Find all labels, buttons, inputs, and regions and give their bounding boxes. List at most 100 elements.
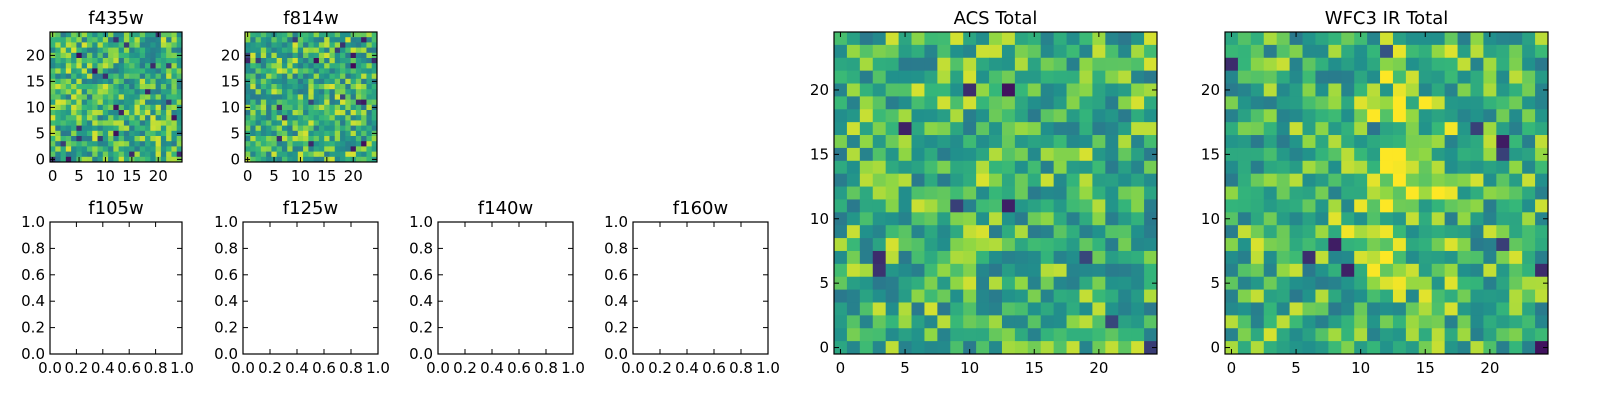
f814w-cell (250, 37, 256, 43)
f435w-cell (176, 99, 183, 106)
wfc3-ir-total-cell (1289, 341, 1303, 355)
f814w-cell (276, 99, 283, 106)
acs-total-cell (989, 276, 1003, 290)
f435w-cell (97, 47, 104, 54)
f814w-cell (297, 120, 304, 126)
acs-total-cell (898, 173, 912, 187)
acs-total-cell (834, 44, 848, 59)
acs-total-cell (989, 186, 1003, 200)
acs-total-cell (1014, 109, 1029, 123)
f435w-cell (102, 141, 109, 147)
wfc3-ir-total-cell (1457, 32, 1471, 46)
f814w-cell (287, 47, 293, 54)
f814w-cell (334, 63, 341, 69)
f435w-cell (55, 115, 61, 121)
f814w-cell (361, 94, 367, 100)
wfc3-ir-total-cell (1522, 250, 1536, 265)
f105w-ytick-label: 1.0 (21, 213, 45, 231)
f435w-cell (102, 110, 109, 116)
f435w-cell (160, 99, 167, 106)
acs-total-cell (963, 109, 977, 123)
f435w-cell (81, 52, 88, 59)
f814w-cell (260, 104, 267, 111)
acs-total-cell (1027, 70, 1042, 84)
f814w-cell (318, 47, 325, 54)
wfc3-ir-total-cell (1418, 250, 1433, 265)
f435w-cell (60, 146, 67, 152)
f435w-cell (129, 110, 135, 116)
acs-total-cell (1118, 263, 1132, 278)
wfc3-ir-total-cell (1276, 276, 1290, 290)
wfc3-ir-total-cell (1483, 302, 1497, 316)
acs-total-cell (989, 263, 1003, 278)
acs-total-cell (1027, 173, 1042, 187)
f814w-cell (297, 136, 304, 142)
acs-total-cell (1144, 70, 1158, 84)
f814w-cell (361, 73, 367, 80)
wfc3-ir-total-cell (1276, 160, 1290, 175)
f435w-cell (71, 151, 77, 158)
f814w-cell (324, 115, 330, 121)
f814w-cell (350, 89, 357, 95)
f814w-cell (313, 42, 320, 48)
wfc3-ir-total-cell (1431, 135, 1446, 149)
f814w-cell (329, 115, 336, 121)
acs-total-cell (976, 328, 990, 342)
acs-total-cell (1053, 186, 1067, 200)
f814w-cell (324, 136, 330, 142)
acs-total-cell (989, 147, 1003, 162)
wfc3-ir-total-cell (1289, 263, 1303, 278)
wfc3-ir-total-cell (1405, 44, 1420, 59)
f435w-cell (145, 146, 151, 152)
acs-total-cell (1053, 135, 1067, 149)
f435w-cell (71, 120, 77, 126)
f814w-cell (303, 94, 309, 100)
acs-total-cell (1040, 199, 1055, 213)
acs-total-cell (1118, 147, 1132, 162)
wfc3-ir-total-cell (1405, 315, 1420, 329)
f435w-cell (113, 58, 120, 64)
f435w-cell (129, 99, 135, 106)
f814w-cell (334, 32, 341, 38)
f814w-cell (250, 110, 256, 116)
f814w-cell (303, 68, 309, 74)
f814w-cell (250, 136, 256, 142)
f814w-cell (255, 63, 262, 69)
acs-total-cell (1092, 32, 1106, 46)
wfc3-ir-total-cell (1237, 96, 1252, 110)
f435w-cell (108, 42, 114, 48)
f814w-cell (276, 89, 283, 95)
f435w-cell (118, 42, 125, 48)
f160w-xtick-label: 0.6 (702, 359, 726, 377)
acs-total-cell (1144, 263, 1158, 278)
acs-total-cell (834, 70, 848, 84)
f814w-cell (340, 37, 346, 43)
f435w-cell (50, 110, 56, 116)
f814w-cells (245, 32, 378, 163)
acs-total-cell (859, 147, 874, 162)
f140w-xtick-label: 1.0 (561, 359, 585, 377)
wfc3-ir-total-cell (1418, 83, 1433, 97)
acs-total-cell (937, 160, 951, 175)
f435w-cell (160, 37, 167, 43)
acs-total-cells (834, 32, 1158, 355)
f435w-cell (145, 63, 151, 69)
acs-total-cell (1118, 109, 1132, 123)
f160w-xtick-label: 0.4 (675, 359, 699, 377)
acs-total-cell (963, 238, 977, 252)
acs-total-cell (1053, 341, 1067, 355)
f435w-cell (50, 37, 56, 43)
f435w-cell (113, 32, 120, 38)
wfc3-ir-total-cell (1302, 109, 1316, 123)
f435w-cell (123, 125, 130, 132)
acs-total-cell (872, 341, 887, 355)
f435w-cell (86, 130, 93, 137)
f435w-cell (171, 156, 178, 163)
f435w-cell (76, 42, 83, 48)
wfc3-ir-total-cell (1535, 109, 1549, 123)
f814w-cell (371, 99, 378, 106)
acs-total-cell (1144, 199, 1158, 213)
wfc3-ir-total-cell (1315, 135, 1329, 149)
f814w-cell (271, 89, 278, 95)
f435w-cell (134, 58, 141, 64)
